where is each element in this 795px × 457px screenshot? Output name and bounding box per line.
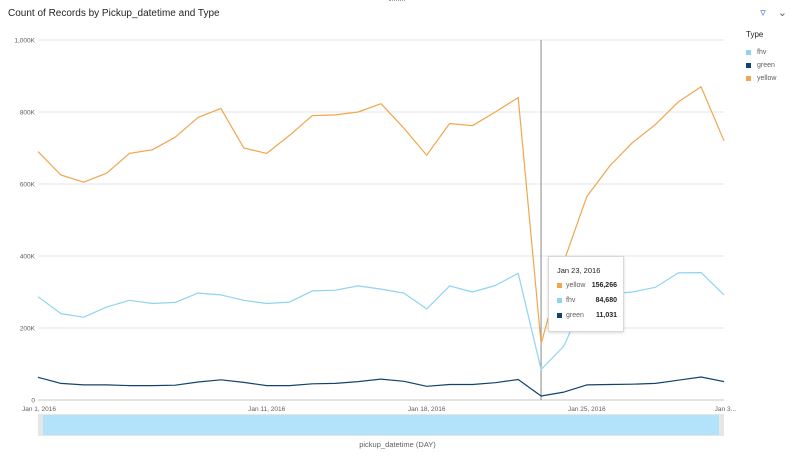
legend-label: fhv [757,49,767,56]
scrollbar-thumb[interactable] [43,415,719,435]
tooltip-row-green: green 11,031 [557,312,617,319]
filter-icon[interactable]: ▿ [760,7,766,19]
tooltip-row-fhv: fhv 84,680 [557,297,617,304]
chevron-down-icon[interactable]: ⌄ [777,7,787,19]
tooltip-row-yellow: yellow 156,266 [557,282,617,289]
x-tick-label: Jan 18, 2016 [408,406,446,413]
x-tick-label: Jan 3... [715,406,737,413]
x-axis-title: pickup_datetime (DAY) [359,440,436,449]
y-tick-label: 400K [20,254,36,261]
legend: Type fhv green yellow [746,30,776,85]
x-scrollbar[interactable] [38,414,724,436]
tooltip-series-name: yellow [566,282,586,289]
legend-label: yellow [757,75,777,82]
series-line-yellow [37,86,725,345]
x-tick-label: Jan 11, 2016 [248,406,285,413]
drag-handle[interactable] [389,0,405,5]
chart-title: Count of Records by Pickup_datetime and … [8,8,220,19]
y-tick-label: 1,000K [14,38,35,45]
tooltip-date: Jan 23, 2016 [557,266,601,275]
tooltip-series-name: fhv [566,297,576,304]
x-tick-label: Jan 25, 2016 [568,406,606,413]
tooltip-series-name: green [566,312,584,319]
legend-swatch [746,50,751,55]
y-tick-label: 0 [31,398,35,405]
tooltip-swatch [557,283,562,288]
legend-swatch [746,63,751,68]
tooltip: Jan 23, 2016 yellow 156,266 fhv 84,680 g… [548,256,624,332]
y-tick-label: 600K [20,182,36,189]
legend-item-yellow[interactable]: yellow [746,72,776,85]
tooltip-value: 11,031 [595,312,617,319]
legend-title: Type [746,30,764,39]
tooltip-value: 84,680 [595,297,617,304]
y-tick-label: 200K [20,326,36,333]
legend-item-fhv[interactable]: fhv [746,46,776,59]
series-line-green [37,376,725,397]
y-tick-label: 800K [20,110,36,117]
legend-item-green[interactable]: green [746,59,776,72]
tooltip-swatch [557,313,562,318]
tooltip-swatch [557,298,562,303]
x-tick-label: Jan 1, 2016 [22,406,56,413]
tooltip-value: 156,266 [591,282,617,289]
legend-label: green [757,62,775,69]
legend-swatch [746,76,751,81]
